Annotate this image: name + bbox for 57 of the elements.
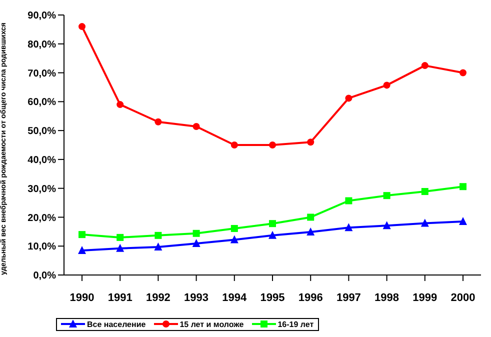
x-tick-label: 1998 (374, 292, 400, 304)
point (116, 234, 124, 241)
point (344, 223, 353, 232)
point (306, 227, 315, 236)
x-tick-label: 1992 (146, 292, 170, 304)
point (78, 23, 86, 30)
y-tick-label: 90,0% (28, 10, 56, 22)
point (268, 230, 276, 239)
point (269, 142, 276, 148)
x-tick-label: 1994 (222, 292, 248, 304)
legend-label: Все население (86, 320, 146, 328)
point (460, 183, 466, 190)
point (383, 82, 390, 89)
point (116, 101, 124, 108)
point (192, 230, 200, 237)
point (420, 218, 429, 227)
y-tick-label: 30,0% (28, 184, 56, 195)
point (116, 244, 124, 252)
legend-label: 16-19 лет (276, 320, 314, 328)
point (382, 221, 391, 230)
point (383, 192, 390, 200)
point (459, 217, 467, 226)
y-tick-label: 20,0% (28, 212, 56, 224)
y-tick-label: 40,0% (28, 154, 56, 166)
point (78, 246, 86, 254)
point (307, 138, 314, 146)
x-tick-label: 1997 (336, 292, 361, 304)
y-tick-label: 50,0% (28, 126, 56, 138)
y-tick-label: 80,0% (28, 39, 56, 50)
point (345, 94, 352, 102)
point (307, 214, 314, 221)
point (460, 69, 466, 76)
y-tick-label: 70,0% (28, 68, 56, 80)
y-tick-label: 10,0% (28, 242, 56, 253)
x-tick-label: 2000 (450, 292, 476, 304)
x-tick-label: 1999 (412, 292, 438, 304)
point (154, 242, 162, 250)
point (230, 235, 238, 244)
point (269, 220, 276, 228)
point (345, 197, 352, 204)
x-tick-label: 1990 (70, 292, 94, 304)
point (230, 224, 238, 232)
legend-label: 15 лет и моложе (178, 320, 244, 328)
y-tick-label: 0,0% (33, 270, 56, 282)
point (192, 123, 200, 130)
point (192, 239, 200, 248)
point (154, 232, 162, 239)
y-tick-label: 60,0% (28, 97, 56, 108)
x-tick-label: 1995 (260, 292, 285, 304)
point (230, 142, 238, 148)
x-tick-label: 1991 (108, 292, 132, 304)
x-tick-label: 1993 (184, 292, 209, 304)
x-tick-label: 1996 (298, 292, 323, 304)
point (78, 231, 86, 238)
point (421, 188, 428, 196)
point (154, 118, 162, 126)
point (421, 62, 428, 70)
